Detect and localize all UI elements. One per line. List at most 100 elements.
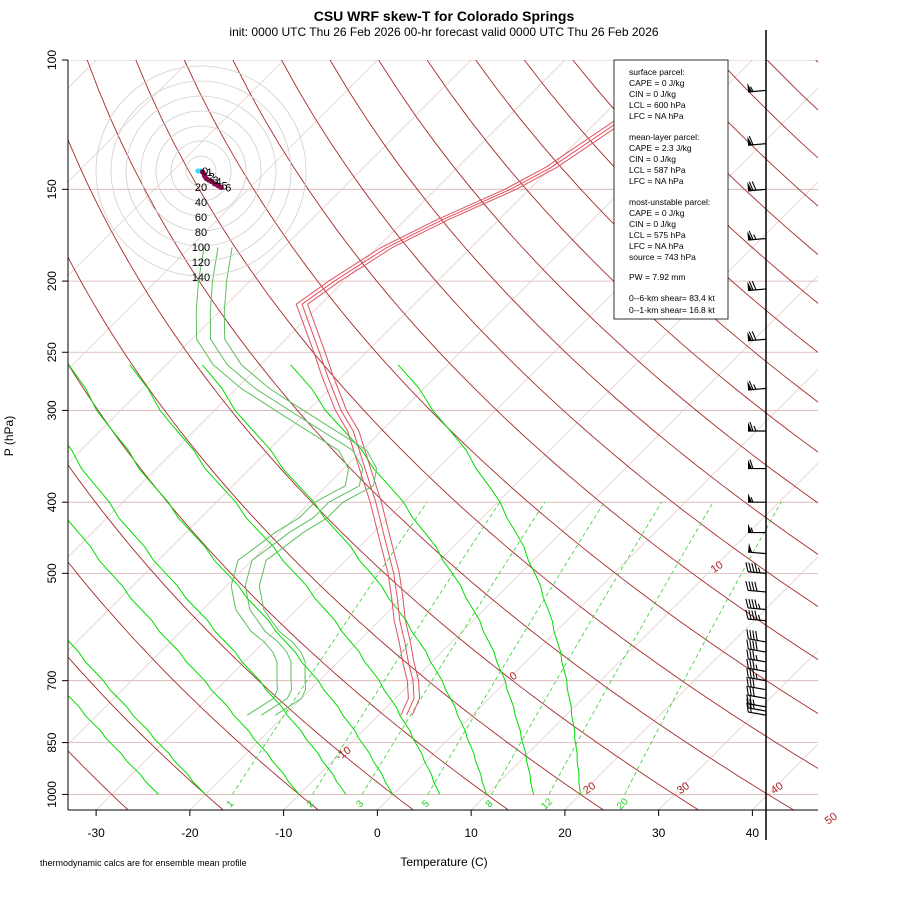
dry-adiabat <box>766 60 818 111</box>
wind-barb-flag <box>746 629 749 639</box>
isotherm-line <box>68 60 566 558</box>
dry-adiabat <box>86 60 794 810</box>
x-axis-label: Temperature (C) <box>400 855 487 869</box>
wind-barb-flag <box>746 658 749 669</box>
hodograph-point-label: 2 <box>209 171 215 183</box>
dewpoint-profile <box>223 247 378 716</box>
wind-barb <box>747 331 767 342</box>
wind-barb <box>748 459 766 470</box>
wind-barb-half-flag <box>753 234 757 240</box>
mu-cape: CAPE = 0 J/kg <box>629 208 685 218</box>
wind-barb-flag <box>745 598 749 609</box>
wind-barb-flag <box>746 668 749 678</box>
ml-parcel-header: mean-layer parcel: <box>629 132 699 142</box>
wind-barb-half-flag <box>750 496 754 503</box>
wind-barb-flag <box>748 581 752 591</box>
hodograph-ring-label: 140 <box>192 272 210 284</box>
moist-adiabat <box>68 364 394 795</box>
isotherm-label: 30 <box>675 780 692 797</box>
dry-adiabat <box>864 60 900 810</box>
temperature-tick-label: 30 <box>652 826 666 840</box>
wind-barb-half-flag <box>752 699 755 705</box>
wind-barb-flag <box>755 630 758 641</box>
wind-barb-flag <box>748 230 754 240</box>
wind-barb-pennant <box>748 422 752 431</box>
isotherm-line <box>68 60 191 183</box>
mu-source: source = 743 hPa <box>629 252 696 262</box>
wind-barb-pennant <box>748 543 753 553</box>
hodograph-ring-label: 100 <box>192 242 210 254</box>
mixing-ratio-line <box>548 501 714 795</box>
wind-barb-pennant <box>747 83 753 92</box>
y-axis-label: P (hPa) <box>2 416 16 456</box>
wind-barb-flag <box>754 599 758 609</box>
wind-barb-flag <box>746 639 749 650</box>
wind-barb-flag <box>746 677 749 687</box>
dry-adiabat <box>68 256 604 810</box>
pressure-tick-label: 200 <box>45 271 59 291</box>
dry-adiabat <box>68 656 224 810</box>
dry-adiabat <box>329 60 818 555</box>
wind-barb-half-flag <box>755 664 758 670</box>
dry-adiabat <box>378 60 818 504</box>
wind-barb-half-flag <box>757 567 761 573</box>
mu-cin: CIN = 0 J/kg <box>629 219 676 229</box>
isotherm-line <box>68 60 378 370</box>
mixing-ratio-line <box>312 501 501 795</box>
wind-barb-flag <box>749 694 752 705</box>
pressure-tick-label: 1000 <box>45 781 59 808</box>
dry-adiabat <box>135 60 818 769</box>
wind-barb <box>746 694 767 708</box>
wind-barb-flag <box>746 698 749 709</box>
wind-barb-flag <box>752 659 755 670</box>
wind-barb-flag <box>755 641 758 651</box>
wind-barb-flag <box>751 562 755 573</box>
wind-barb-flag <box>749 686 752 696</box>
wind-barb-flag <box>751 280 757 291</box>
wind-barb-flag <box>748 331 754 341</box>
wind-barb-flag <box>749 640 752 650</box>
wind-barb-flag <box>745 609 749 620</box>
pressure-tick-label: 500 <box>45 563 59 583</box>
hodograph-ring <box>170 140 232 202</box>
wind-barb-flag <box>748 281 754 291</box>
pressure-tick-label: 700 <box>45 670 59 690</box>
mixing-ratio-line <box>427 501 605 795</box>
hodograph-ring <box>185 155 217 187</box>
moist-adiabat <box>68 444 347 795</box>
wind-barb <box>748 493 766 503</box>
surface-lcl: LCL = 600 hPa <box>629 100 686 110</box>
isotherm-line <box>564 556 818 810</box>
surface-parcel-header: surface parcel: <box>629 67 685 77</box>
moist-adiabat <box>202 364 488 795</box>
wind-barb-pennant <box>747 281 753 291</box>
wind-barb-pennant <box>747 331 753 341</box>
wind-barb <box>745 598 767 611</box>
temperature-tick-label: 10 <box>464 826 478 840</box>
wind-barb-flag <box>748 135 754 146</box>
wind-barb <box>746 677 767 691</box>
wind-barb <box>745 562 767 574</box>
shear-0-1km: 0--1-km shear= 16.8 kt <box>629 305 715 315</box>
moist-adiabat <box>68 694 159 795</box>
chart-title: CSU WRF skew-T for Colorado Springs <box>314 8 575 24</box>
ml-cin: CIN = 0 J/kg <box>629 154 676 164</box>
hodograph-ring-label: 40 <box>195 197 207 209</box>
hodograph-ring <box>125 95 277 247</box>
wind-barb-flag <box>754 581 758 592</box>
hodograph-ring-label: 80 <box>195 227 207 239</box>
wind-barb-flag <box>749 649 752 660</box>
wind-barb-flag <box>752 640 755 651</box>
ml-cape: CAPE = 2.3 J/kg <box>629 143 692 153</box>
wind-barb-flag <box>746 685 749 696</box>
wind-barb <box>748 421 766 432</box>
wind-barb-pennant <box>747 231 753 241</box>
hodograph-point-label: 6 <box>225 183 231 195</box>
wind-barb-flag <box>748 181 754 191</box>
wind-barb <box>746 668 767 682</box>
wind-barb-pennant <box>747 136 753 146</box>
ml-lcl: LCL = 587 hPa <box>629 165 686 175</box>
wind-barb <box>745 581 767 593</box>
surface-cin: CIN = 0 J/kg <box>629 89 676 99</box>
